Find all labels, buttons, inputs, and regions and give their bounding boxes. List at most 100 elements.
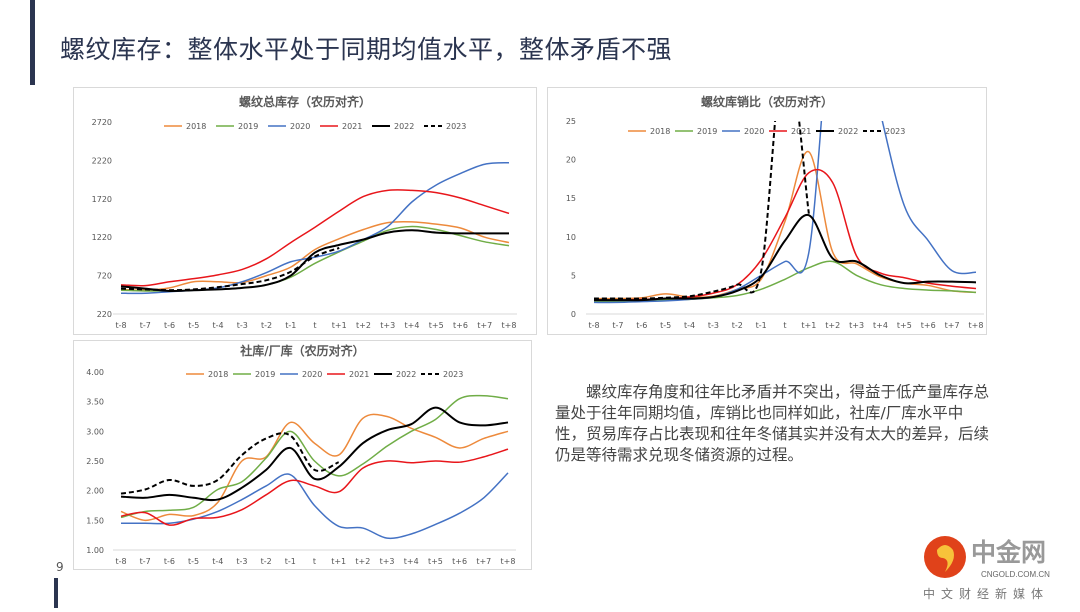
x-tick-label: t+6 xyxy=(452,557,467,566)
series-line-2021 xyxy=(120,189,510,287)
legend-label: 2022 xyxy=(396,370,416,379)
chart-title: 螺纹总库存（农历对齐） xyxy=(239,94,371,109)
legend-label: 2022 xyxy=(394,122,414,131)
series-line-2019 xyxy=(120,394,509,519)
y-tick-label: 1.00 xyxy=(86,546,104,555)
x-tick-label: t-3 xyxy=(237,321,248,330)
chart-total-inventory: 螺纹总库存（农历对齐） 2720 2220 1720 1220 720 220 t-8 t-7 t… xyxy=(73,87,537,335)
x-tick-label: t xyxy=(313,557,316,566)
legend-label: 2022 xyxy=(838,127,858,136)
legend-label: 2019 xyxy=(255,370,275,379)
x-tick-label: t-6 xyxy=(164,557,175,566)
y-tick-label: 10 xyxy=(566,233,576,242)
x-tick-label: t+2 xyxy=(355,557,370,566)
x-tick-label: t+3 xyxy=(380,557,395,566)
x-tick-label: t-7 xyxy=(140,321,151,330)
y-tick-label: 1.50 xyxy=(86,516,104,525)
chart-social-factory-ratio: 社库/厂库（农历对齐） 4.00 3.50 3.00 2.50 2.00 1.50 1.00 t… xyxy=(73,340,532,570)
x-tick-label: t+7 xyxy=(945,321,960,330)
legend-label: 2018 xyxy=(186,122,206,131)
series-line-2022 xyxy=(594,214,977,302)
x-tick-label: t xyxy=(783,321,786,330)
legend-label: 2023 xyxy=(885,127,905,136)
legend-label: 2020 xyxy=(744,127,764,136)
x-tick-label: t-1 xyxy=(285,557,296,566)
x-tick-label: t+8 xyxy=(969,321,984,330)
page-number: 9 xyxy=(56,560,64,574)
x-tick-label: t-1 xyxy=(756,321,767,330)
series-line-2019 xyxy=(120,225,510,292)
legend-label: 2023 xyxy=(443,370,463,379)
series-line-2018 xyxy=(120,413,509,522)
x-tick-label: t-4 xyxy=(212,557,223,566)
series-line-2023 xyxy=(120,247,340,292)
x-tick-label: t-7 xyxy=(140,557,151,566)
series-line-2023 xyxy=(120,432,340,495)
x-tick-label: t+8 xyxy=(501,557,516,566)
legend-label: 2020 xyxy=(290,122,310,131)
series-line-2020 xyxy=(593,121,977,304)
x-tick-label: t+1 xyxy=(801,321,816,330)
legend-label: 2023 xyxy=(446,122,466,131)
x-tick-label: t xyxy=(313,321,316,330)
legend-label: 2020 xyxy=(302,370,322,379)
series-line-2022 xyxy=(120,229,509,293)
x-tick-label: t-8 xyxy=(588,321,599,330)
series-line-2021 xyxy=(593,168,977,301)
series-line-2019 xyxy=(593,260,977,303)
legend-label: 2019 xyxy=(697,127,717,136)
x-tick-label: t-2 xyxy=(261,321,272,330)
y-tick-label: 5 xyxy=(571,271,576,280)
summary-text: 螺纹库存角度和往年比矛盾并不突出，得益于低产量库存总量处于往年同期均值，库销比也… xyxy=(555,383,990,464)
y-tick-label: 2720 xyxy=(92,118,112,127)
chart-title: 螺纹库销比（农历对齐） xyxy=(701,94,833,109)
y-tick-label: 3.00 xyxy=(86,427,104,436)
x-tick-label: t+4 xyxy=(873,321,888,330)
x-tick-label: t-8 xyxy=(115,557,126,566)
series-line-2022 xyxy=(120,406,509,502)
x-tick-label: t-1 xyxy=(285,321,296,330)
y-tick-label: 2220 xyxy=(92,156,112,165)
accent-bar-bottom xyxy=(54,578,58,608)
legend-label: 2021 xyxy=(349,370,369,379)
y-tick-label: 220 xyxy=(97,310,112,319)
x-tick-label: t-4 xyxy=(684,321,695,330)
y-tick-label: 25 xyxy=(566,117,576,126)
x-tick-label: t+5 xyxy=(429,321,444,330)
x-tick-label: t-5 xyxy=(660,321,671,330)
x-tick-label: t-3 xyxy=(708,321,719,330)
svg-text:CNGOLD.COM.CN: CNGOLD.COM.CN xyxy=(981,570,1050,579)
y-tick-label: 1720 xyxy=(92,195,112,204)
x-tick-label: t-2 xyxy=(261,557,272,566)
legend-label: 2021 xyxy=(342,122,362,131)
series-line-2018 xyxy=(593,151,977,300)
x-tick-label: t-5 xyxy=(188,321,199,330)
x-tick-label: t+5 xyxy=(428,557,443,566)
x-tick-label: t+6 xyxy=(453,321,468,330)
x-tick-label: t+1 xyxy=(331,557,346,566)
legend-label: 2019 xyxy=(238,122,258,131)
y-tick-label: 4.00 xyxy=(86,368,104,377)
y-tick-label: 2.50 xyxy=(86,457,104,466)
y-tick-label: 20 xyxy=(566,156,576,165)
chart-inventory-sales-ratio: 螺纹库销比（农历对齐） 25 20 15 10 5 0 t-8 t-7 t-6 t-5 t-4 t-3 t… xyxy=(547,87,987,335)
y-tick-label: 1220 xyxy=(92,233,112,242)
x-tick-label: t+7 xyxy=(477,321,492,330)
legend-label: 2018 xyxy=(208,370,228,379)
y-tick-label: 0 xyxy=(571,310,576,319)
y-tick-label: 2.00 xyxy=(86,487,104,496)
y-tick-label: 15 xyxy=(566,194,576,203)
legend-label: 2018 xyxy=(650,127,670,136)
x-tick-label: t+5 xyxy=(897,321,912,330)
svg-text:中金网: 中金网 xyxy=(971,538,1046,567)
x-tick-label: t+2 xyxy=(825,321,840,330)
accent-bar xyxy=(30,0,35,85)
page-title: 螺纹库存：整体水平处于同期均值水平，整体矛盾不强 xyxy=(60,35,673,64)
x-tick-label: t+3 xyxy=(380,321,395,330)
x-tick-label: t+8 xyxy=(502,321,517,330)
y-tick-label: 3.50 xyxy=(86,398,104,407)
x-tick-label: t+4 xyxy=(404,557,419,566)
x-tick-label: t-3 xyxy=(236,557,247,566)
x-tick-label: t-2 xyxy=(732,321,743,330)
x-tick-label: t+1 xyxy=(332,321,347,330)
